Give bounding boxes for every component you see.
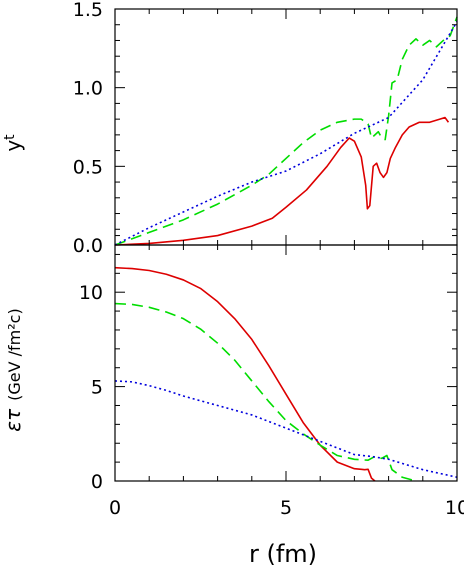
bottom-series-group	[114, 266, 458, 482]
top-ylabel-y: y	[1, 140, 25, 152]
bottom-ylabel-units: (GeV /fm²c)	[5, 308, 24, 401]
bottom-plot-frame	[114, 244, 458, 482]
xtick-label: 5	[280, 497, 292, 519]
bot-series-dashed-line	[114, 302, 417, 482]
bottom-ticks-group: 0 5 10 0 5 10	[79, 235, 464, 519]
bot-ytick-label: 10	[79, 282, 103, 304]
bottom-ylabel-main: ετ	[1, 408, 25, 432]
top-ylabel-sub: t	[2, 134, 18, 140]
top-ylabel-main: yt	[1, 134, 25, 152]
top-ytick-label: 1.5	[73, 0, 103, 21]
top-panel-yt: 0.0 0.5 1.0 1.5 yt	[1, 0, 458, 257]
bot-ytick-label: 0	[91, 471, 103, 493]
bot-ytick-label: 5	[91, 377, 103, 399]
top-ytick-label: 0.0	[73, 235, 103, 257]
bottom-ylabel: ετ (GeV /fm²c)	[1, 308, 25, 431]
xtick-label: 10	[445, 497, 464, 519]
top-series-dashed-line	[114, 16, 458, 246]
x-axis-label: r (fm)	[249, 540, 317, 568]
bot-series-solid-line	[114, 266, 376, 482]
top-series-solid-line	[114, 116, 450, 246]
xtick-label: 0	[109, 497, 121, 519]
top-series-dotted-line	[114, 21, 458, 246]
top-ytick-label: 0.5	[73, 156, 103, 178]
top-series-group	[114, 16, 458, 246]
top-ytick-label: 1.0	[73, 78, 103, 100]
bottom-panel-energy: 0 5 10 0 5 10 ετ (GeV /fm²c)	[1, 235, 464, 519]
